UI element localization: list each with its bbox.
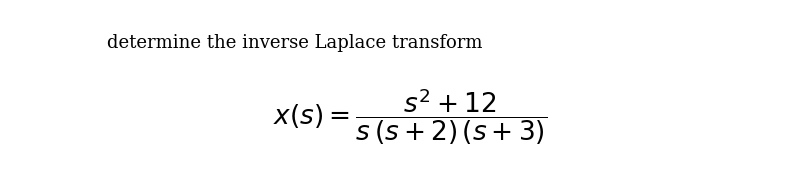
Text: determine the inverse Laplace transform: determine the inverse Laplace transform (107, 34, 483, 52)
Text: $x(s) = \dfrac{s^2 + 12}{s\,(s + 2)\,(s + 3)}$: $x(s) = \dfrac{s^2 + 12}{s\,(s + 2)\,(s … (273, 87, 547, 147)
